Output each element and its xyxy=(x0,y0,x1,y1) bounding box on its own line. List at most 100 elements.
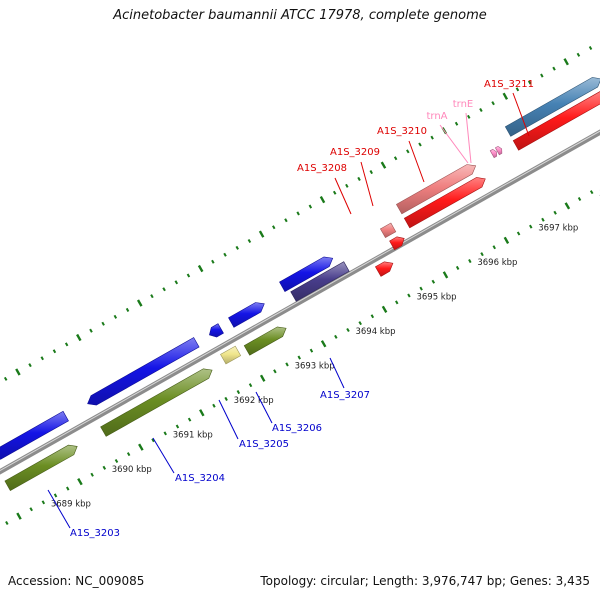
position-label: 3694 kbp xyxy=(355,327,395,337)
major-tick xyxy=(259,374,266,382)
minor-tick xyxy=(113,314,118,319)
major-tick xyxy=(563,58,569,66)
tick-row-top xyxy=(3,46,593,381)
minor-tick xyxy=(125,307,130,312)
position-label: 3692 kbp xyxy=(234,396,274,406)
gene-label[interactable]: A1S_3205 xyxy=(239,439,289,450)
minor-tick xyxy=(64,342,69,347)
gene-label[interactable]: A1S_3206 xyxy=(272,423,322,434)
gene-leader-line xyxy=(465,112,472,164)
minor-tick xyxy=(345,183,349,188)
minor-tick xyxy=(273,369,277,374)
gene-label[interactable]: A1S_3209 xyxy=(330,147,380,158)
minor-tick xyxy=(369,170,373,175)
minor-tick xyxy=(41,500,46,505)
major-tick xyxy=(136,299,143,307)
minor-tick xyxy=(491,101,495,106)
gene-label[interactable]: trnA xyxy=(426,111,447,122)
major-tick xyxy=(76,333,82,342)
minor-tick xyxy=(175,424,180,429)
gene-bar-a1s-3207-partner[interactable] xyxy=(290,261,350,302)
gene-bar-a1s-3205-partner[interactable] xyxy=(220,345,242,365)
minor-tick xyxy=(479,108,483,112)
position-label: 3696 kbp xyxy=(477,258,517,268)
minor-tick xyxy=(529,224,533,229)
gene-label[interactable]: A1S_3203 xyxy=(70,528,120,539)
minor-tick xyxy=(223,252,227,257)
minor-tick xyxy=(309,348,314,353)
gene-bar-a1s-3209-partner[interactable] xyxy=(389,236,405,251)
minor-tick xyxy=(163,431,167,436)
minor-tick xyxy=(66,486,70,491)
gene-bar-a1s-3204-partner[interactable] xyxy=(100,368,213,437)
minor-tick xyxy=(296,211,300,216)
minor-tick xyxy=(247,238,252,244)
minor-tick xyxy=(308,204,313,209)
gene-label[interactable]: A1S_3208 xyxy=(297,163,347,174)
gene-bar-a1s-3208[interactable] xyxy=(374,261,394,277)
gene-leader-line xyxy=(152,437,175,474)
minor-tick xyxy=(186,273,191,278)
minor-tick xyxy=(52,349,57,354)
minor-tick xyxy=(297,355,301,360)
minor-tick xyxy=(516,231,521,236)
minor-tick xyxy=(588,46,593,50)
gene-bar-a1s-3211[interactable] xyxy=(504,77,600,137)
gene-label[interactable]: trnE xyxy=(453,99,474,110)
minor-tick xyxy=(406,149,410,154)
minor-tick xyxy=(235,245,239,250)
trna-bar-trna[interactable] xyxy=(489,148,498,159)
minor-tick xyxy=(467,114,471,119)
gene-bar-a1s-3206-partner[interactable] xyxy=(243,326,287,356)
minor-tick xyxy=(126,452,131,457)
major-tick xyxy=(502,92,509,100)
minor-tick xyxy=(272,225,276,230)
gene-bar-a1s-3207[interactable] xyxy=(279,256,334,293)
gene-label[interactable]: A1S_3210 xyxy=(377,126,427,137)
major-tick xyxy=(380,161,387,169)
gene-leader-line xyxy=(439,124,469,164)
gene-bar-a1s-3209[interactable] xyxy=(379,222,397,239)
minor-tick xyxy=(150,294,154,299)
gene-leader-line xyxy=(255,391,273,424)
major-tick xyxy=(15,368,21,376)
minor-tick xyxy=(480,252,484,257)
minor-tick xyxy=(553,210,557,215)
minor-tick xyxy=(454,121,459,126)
gene-label[interactable]: A1S_3207 xyxy=(320,390,370,401)
gene-bar-a1s-3206[interactable] xyxy=(228,302,265,328)
minor-tick xyxy=(29,507,33,512)
gene-leader-line xyxy=(512,92,530,137)
gene-bar-a1s-3210[interactable] xyxy=(395,164,477,215)
minor-tick xyxy=(527,80,532,85)
gene-label[interactable]: A1S_3211 xyxy=(484,79,534,90)
minor-tick xyxy=(540,73,544,78)
minor-tick xyxy=(285,362,289,367)
gene-bar-a1s-3211-partner[interactable] xyxy=(512,91,600,151)
minor-tick xyxy=(174,280,179,285)
trna-bar-trne[interactable] xyxy=(494,145,503,156)
major-tick xyxy=(16,512,22,520)
minor-tick xyxy=(357,176,361,181)
gene-label[interactable]: A1S_3204 xyxy=(175,473,225,484)
gene-bar-a1s-3203-partner[interactable] xyxy=(4,444,78,492)
gene-bar-a1s-3204[interactable] xyxy=(87,337,200,406)
minor-tick xyxy=(431,279,436,284)
minor-tick xyxy=(248,383,253,388)
tick-row-bottom xyxy=(5,190,594,525)
gene-bar-a1s-3210-partner[interactable] xyxy=(403,177,486,229)
major-tick xyxy=(503,236,510,244)
gene-bar-a1s-3203[interactable] xyxy=(0,410,69,460)
position-label: 3697 kbp xyxy=(538,224,578,234)
accession-label: Accession: NC_009085 xyxy=(8,574,145,588)
major-tick xyxy=(197,264,204,273)
minor-tick xyxy=(224,396,228,401)
minor-tick xyxy=(284,218,288,223)
major-tick xyxy=(442,271,449,279)
major-tick xyxy=(319,196,326,204)
genome-backbone xyxy=(0,129,600,475)
map-title: Acinetobacter baumannii ATCC 17978, comp… xyxy=(113,8,487,23)
gene-bar-a1s-3205[interactable] xyxy=(209,323,224,338)
minor-tick xyxy=(40,356,44,361)
